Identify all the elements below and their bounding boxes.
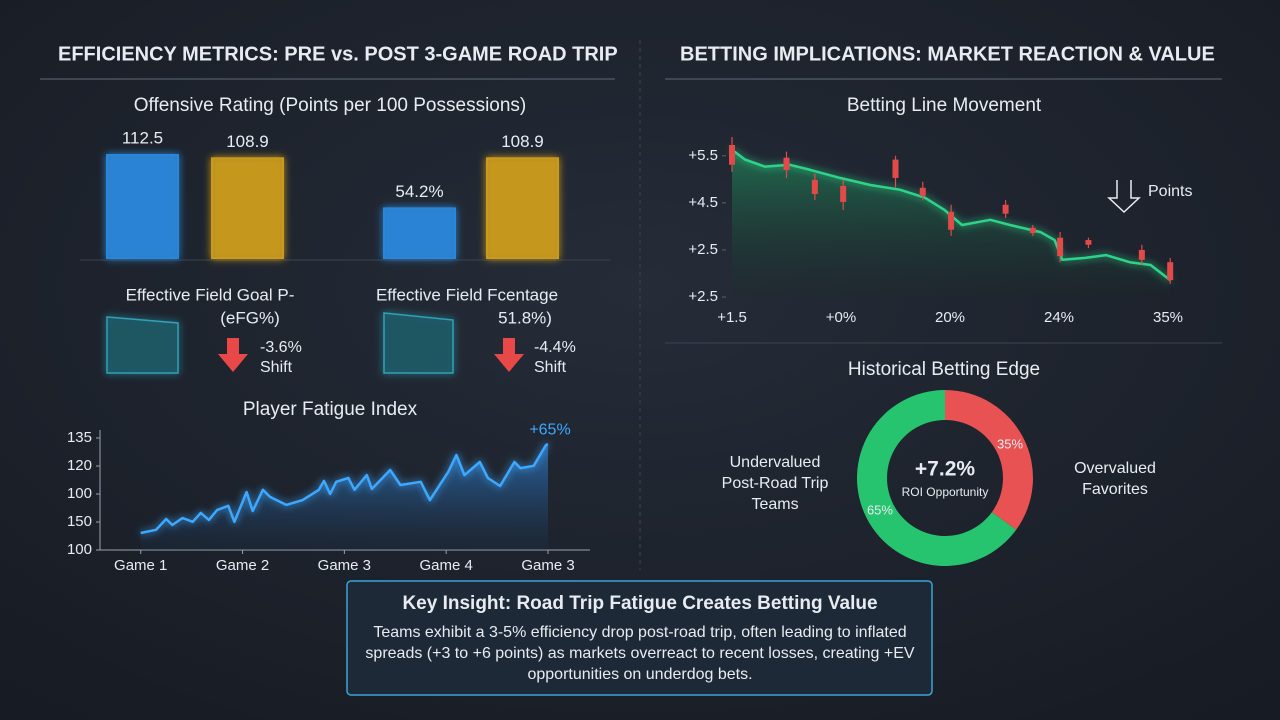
x-tick-label: Game 1 <box>114 557 167 574</box>
bar <box>383 207 456 260</box>
candle-body <box>1057 237 1064 257</box>
x-tick-label: 24% <box>1044 309 1074 326</box>
y-tick-label: +2.5 <box>688 288 718 305</box>
insight-box <box>346 580 933 696</box>
candle-body <box>1167 262 1174 281</box>
candle-body <box>919 187 926 196</box>
candle-body <box>1029 227 1036 233</box>
candle-body <box>1085 240 1092 245</box>
insight-body: Teams exhibit a 3-5% efficiency drop pos… <box>365 624 915 683</box>
y-tick-label: 120 <box>67 457 92 474</box>
candle-body <box>729 145 735 165</box>
candle-body <box>892 159 899 178</box>
chart-title: Offensive Rating (Points per 100 Possess… <box>134 95 527 116</box>
efg-sublabel: (eFG%) <box>220 308 280 327</box>
x-tick-label: 35% <box>1153 309 1183 326</box>
bar <box>211 157 284 260</box>
candle-body <box>948 211 955 230</box>
line <box>140 442 549 535</box>
slice-value-label: 65% <box>867 503 893 518</box>
bar-value-label: 112.5 <box>122 128 163 147</box>
efg-change-note: Shift <box>534 359 567 376</box>
points-icon <box>1107 180 1141 214</box>
candle-body <box>783 157 790 170</box>
efg-sublabel: 51.8%) <box>498 308 552 327</box>
area <box>140 444 548 550</box>
donut-center-subtext: ROI Opportunity <box>902 485 989 499</box>
down-arrow <box>494 338 524 372</box>
efg-shape <box>106 316 179 374</box>
efg-label: Effective Field Goal P- <box>126 285 295 304</box>
donut-slice <box>857 390 1017 566</box>
efg-change: -3.6% <box>260 339 302 356</box>
panel-title: EFFICIENCY METRICS: PRE vs. POST 3-GAME … <box>58 43 618 65</box>
y-tick-label: 135 <box>67 429 92 446</box>
x-tick-label: +1.5 <box>717 309 747 326</box>
pie-category-label: Undervalued Post-Road Trip Teams <box>721 454 829 513</box>
y-tick-label: 100 <box>67 485 92 502</box>
bar-value-label: 108.9 <box>501 132 544 151</box>
donut-center-text: +7.2% <box>915 458 975 481</box>
chart-title: Player Fatigue Index <box>243 399 418 420</box>
panel-title: BETTING IMPLICATIONS: MARKET REACTION & … <box>680 43 1215 65</box>
y-tick-label: 100 <box>67 541 92 558</box>
x-tick-label: Game 3 <box>521 557 574 574</box>
y-tick-label: +4.5 <box>688 194 718 211</box>
bar <box>106 154 179 259</box>
y-tick-label: 150 <box>67 513 92 530</box>
bar-value-label: 108.9 <box>226 132 269 151</box>
efg-change: -4.4% <box>534 339 576 356</box>
bar <box>486 157 559 260</box>
x-tick-label: Game 2 <box>216 557 269 574</box>
efg-shape <box>383 312 454 374</box>
line <box>731 148 1171 282</box>
y-tick-label: +2.5 <box>688 241 718 258</box>
chart-title: Historical Betting Edge <box>848 359 1040 380</box>
pie-category-label: Overvalued Favorites <box>1074 460 1156 498</box>
efg-change-note: Shift <box>260 359 293 376</box>
x-tick-label: 20% <box>935 309 965 326</box>
annotation: Points <box>1148 183 1192 200</box>
bar-value-label: 54.2% <box>395 182 443 201</box>
insight-title: Key Insight: Road Trip Fatigue Creates B… <box>402 593 877 614</box>
candle-body <box>840 185 847 202</box>
y-tick-label: +5.5 <box>688 147 718 164</box>
candle-body <box>811 179 818 194</box>
slice-value-label: 35% <box>997 436 1023 451</box>
x-tick-label: Game 3 <box>318 557 371 574</box>
chart-title: Betting Line Movement <box>847 95 1042 116</box>
annotation: +65% <box>529 421 570 438</box>
candle-body <box>1138 249 1145 260</box>
donut-slice <box>945 390 1033 530</box>
x-tick-label: Game 4 <box>420 557 473 574</box>
x-tick-label: +0% <box>826 309 856 326</box>
efg-label: Effective Field Fcentage <box>376 285 558 304</box>
candle-body <box>1002 204 1009 214</box>
down-arrow <box>218 338 248 372</box>
